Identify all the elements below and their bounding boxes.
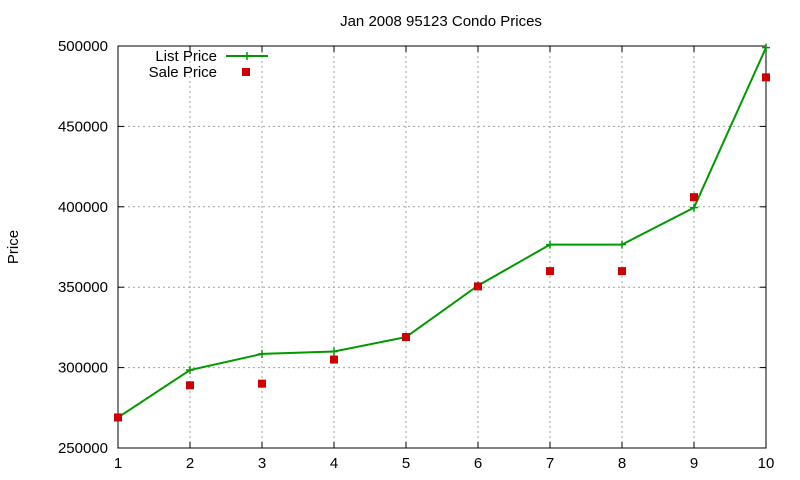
x-tick-label: 9 <box>690 455 698 472</box>
grid <box>118 46 766 448</box>
list-price-point <box>186 366 194 375</box>
y-tick-label: 400000 <box>58 199 108 216</box>
x-tick-label: 7 <box>546 455 554 472</box>
sale-price-point <box>762 73 770 82</box>
sale-price-point <box>186 381 194 390</box>
legend-label-list-price: List Price <box>155 48 217 65</box>
axis-ticks: 1 2 3 4 5 6 7 8 9 10 250000 300000 350000 400000 45000… <box>58 38 774 472</box>
x-tick-label: 2 <box>186 455 194 472</box>
x-tick-label: 8 <box>618 455 626 472</box>
list-price-point <box>618 240 626 249</box>
chart-title: Jan 2008 95123 Condo Prices <box>340 13 542 30</box>
legend-label-sale-price: Sale Price <box>149 64 217 81</box>
y-tick-label: 500000 <box>58 38 108 55</box>
list-price-point <box>330 347 338 356</box>
list-price-line <box>117 47 767 419</box>
legend-swatch-sale-price <box>242 68 250 76</box>
list-price-point <box>546 240 554 249</box>
x-tick-label: 4 <box>330 455 338 472</box>
y-tick-label: 300000 <box>58 360 108 377</box>
y-axis-label: Price <box>5 230 22 264</box>
sale-price-point <box>258 379 266 388</box>
x-tick-label: 6 <box>474 455 482 472</box>
x-tick-label: 3 <box>258 455 266 472</box>
y-tick-label: 350000 <box>58 279 108 296</box>
sale-price-point <box>474 282 482 291</box>
list-price-point <box>258 349 266 358</box>
sale-price-point <box>330 355 338 364</box>
x-tick-label: 1 <box>114 455 122 472</box>
y-tick-label: 450000 <box>58 118 108 135</box>
list-price-point <box>690 203 698 212</box>
sale-price-point <box>618 267 626 276</box>
sale-price-point <box>546 267 554 276</box>
sale-price-point <box>402 333 410 342</box>
x-tick-label: 5 <box>402 455 410 472</box>
plot-frame <box>117 45 767 449</box>
list-price-point <box>762 43 770 52</box>
sale-price-point <box>114 413 122 422</box>
series <box>114 43 770 422</box>
x-tick-label: 10 <box>758 455 775 472</box>
sale-price-point <box>690 193 698 202</box>
y-tick-label: 250000 <box>58 440 108 457</box>
